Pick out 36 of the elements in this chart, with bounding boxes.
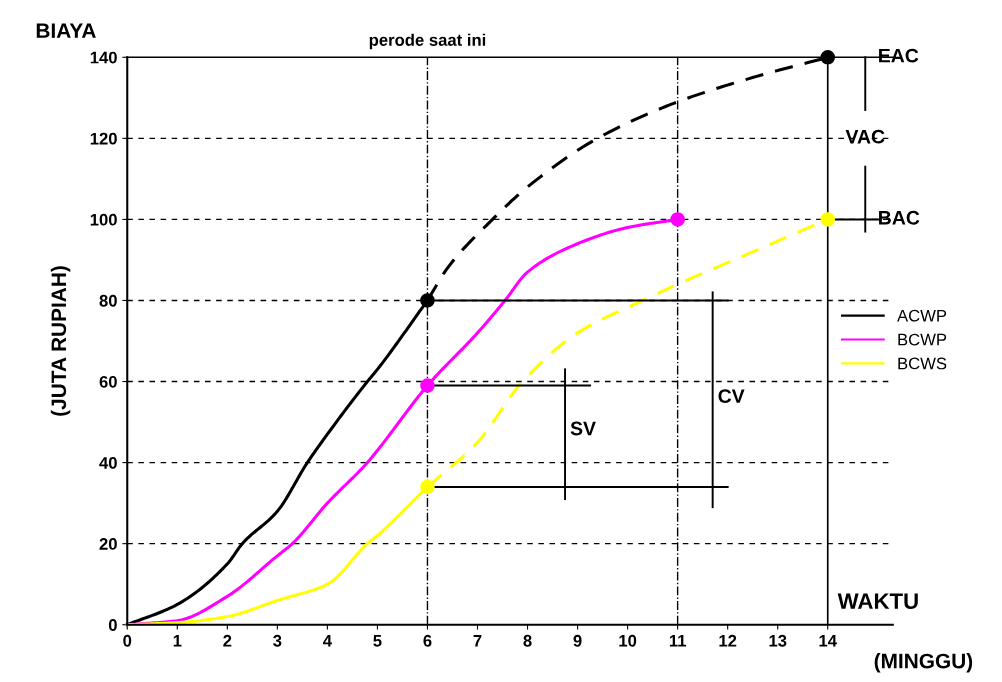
annotation: VAC bbox=[845, 129, 885, 144]
x-tick-label: 11 bbox=[669, 635, 686, 647]
y-tick-label: 100 bbox=[90, 213, 117, 226]
y-axis-title: (JUTA RUPIAH) bbox=[50, 266, 71, 416]
x-tick-label: 1 bbox=[173, 635, 182, 647]
x-tick-label: 3 bbox=[273, 634, 282, 647]
annotation: WAKTU bbox=[837, 593, 918, 609]
legend-label: ACWP bbox=[897, 309, 947, 322]
y-tick-label: 120 bbox=[90, 132, 117, 145]
ref-line-label: perode saat ini bbox=[369, 33, 486, 50]
x-tick-label: 2 bbox=[223, 634, 232, 647]
x-tick-label: 14 bbox=[819, 635, 837, 647]
y-tick-label: 60 bbox=[99, 375, 117, 388]
x-tick-label: 5 bbox=[373, 635, 382, 647]
x-tick-label: 12 bbox=[719, 634, 737, 647]
x-tick-label: 13 bbox=[769, 634, 787, 647]
y-tick-label: 140 bbox=[90, 51, 117, 64]
x-tick-label: 8 bbox=[523, 634, 532, 647]
x-tick-label: 0 bbox=[123, 634, 132, 647]
y-tick-label: 20 bbox=[99, 538, 117, 550]
legend-label: BCWS bbox=[898, 357, 947, 370]
x-tick-label: 4 bbox=[323, 635, 332, 647]
chart-title: BIAYA bbox=[36, 23, 96, 38]
x-tick-label: 7 bbox=[473, 635, 482, 647]
y-tick-label: 80 bbox=[99, 294, 117, 307]
annotation: CV bbox=[718, 389, 745, 403]
annotation: BAC bbox=[879, 210, 920, 225]
x-tick-label: 6 bbox=[423, 634, 432, 647]
y-tick-label: 0 bbox=[108, 619, 117, 631]
y-tick-label: 40 bbox=[99, 456, 117, 469]
annotation: EAC bbox=[879, 48, 919, 63]
x-tick-label: 10 bbox=[619, 634, 637, 647]
annotation: SV bbox=[570, 421, 596, 436]
legend-label: BCWP bbox=[898, 333, 947, 346]
x-axis-title: (MINGGU) bbox=[874, 653, 973, 673]
x-tick-label: 9 bbox=[573, 634, 582, 647]
